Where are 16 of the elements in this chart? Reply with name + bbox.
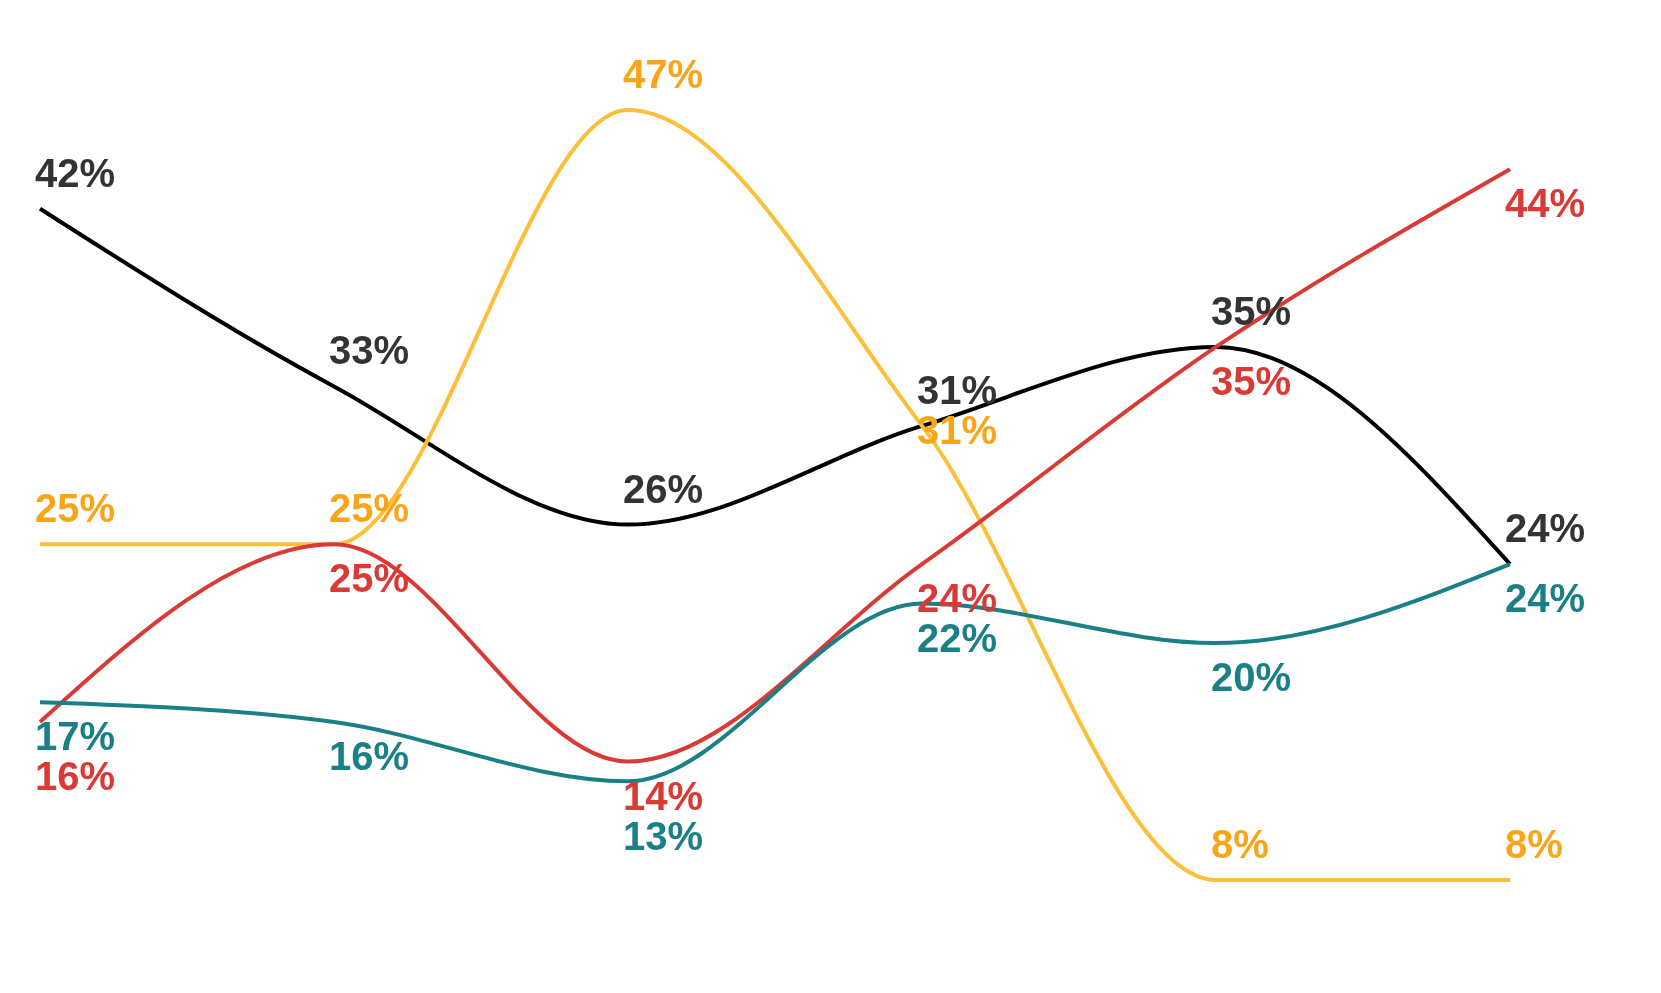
data-label: 20% (1211, 655, 1292, 700)
data-label: 26% (623, 466, 704, 511)
data-label: 25% (35, 486, 116, 531)
data-label: 35% (1211, 358, 1292, 403)
data-label: 8% (1211, 822, 1269, 866)
data-label: 24% (1505, 576, 1586, 621)
data-label: 31% (917, 367, 998, 412)
data-label: 8% (1505, 822, 1563, 866)
data-label: 24% (1505, 506, 1586, 551)
data-label: 42% (35, 150, 116, 195)
data-label: 22% (917, 616, 998, 661)
data-label: 44% (1505, 181, 1586, 226)
data-label: 16% (329, 734, 410, 779)
data-label: 47% (623, 52, 704, 96)
data-label: 25% (329, 556, 410, 601)
data-label: 33% (329, 328, 410, 373)
